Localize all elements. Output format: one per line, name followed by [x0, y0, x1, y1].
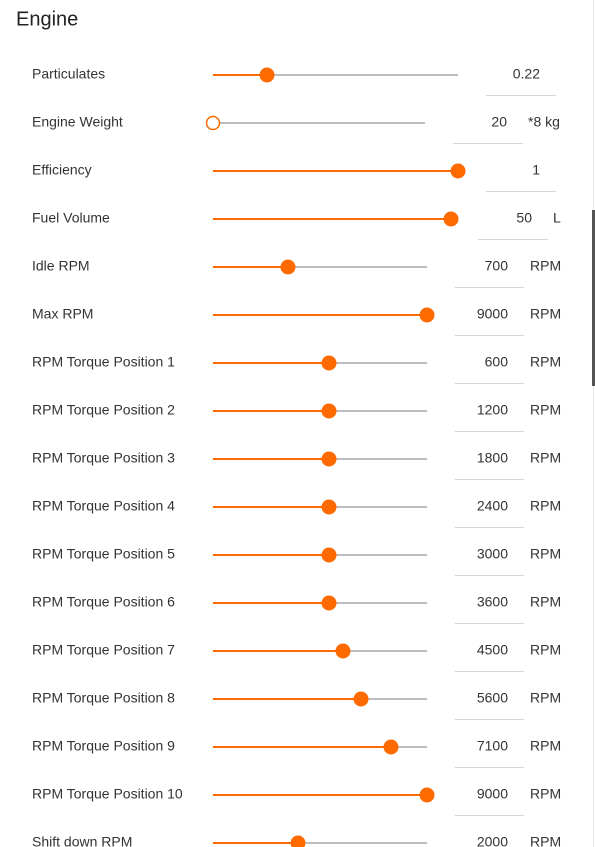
unit-label: RPM [530, 834, 561, 847]
slider-thumb[interactable] [353, 691, 369, 707]
field-label: Fuel Volume [32, 210, 110, 226]
slider-thumb[interactable] [443, 211, 459, 227]
slider-thumb[interactable] [321, 595, 337, 611]
field-label: Particulates [32, 66, 105, 82]
value-input[interactable] [486, 159, 556, 191]
slider-thumb[interactable] [290, 835, 306, 847]
unit-label: RPM [530, 498, 561, 514]
unit-label: RPM [530, 738, 561, 754]
field-label: RPM Torque Position 6 [32, 594, 175, 610]
slider-thumb[interactable] [321, 355, 337, 371]
unit-label: *8 kg [528, 114, 560, 130]
field-label: Efficiency [32, 162, 92, 178]
unit-label: RPM [530, 690, 561, 706]
field-label: RPM Torque Position 9 [32, 738, 175, 754]
value-text: 4500 [477, 642, 508, 658]
value-text: 600 [485, 354, 509, 370]
unit-label: RPM [530, 786, 561, 802]
slider-thumb[interactable] [259, 67, 275, 83]
value-input[interactable] [453, 111, 523, 143]
slider-thumb[interactable] [321, 499, 337, 515]
scrollbar-thumb[interactable] [592, 210, 595, 386]
unit-label: RPM [530, 642, 561, 658]
slider-thumb[interactable] [321, 547, 337, 563]
unit-label: RPM [530, 354, 561, 370]
unit-label: RPM [530, 306, 561, 322]
unit-label: RPM [530, 450, 561, 466]
slider-thumb[interactable] [280, 259, 296, 275]
value-text: 2000 [477, 834, 508, 847]
field-label: Max RPM [32, 306, 93, 322]
value-text: 0.22 [513, 66, 540, 82]
field-label: RPM Torque Position 1 [32, 354, 175, 370]
slider-thumb[interactable] [419, 787, 435, 803]
field-label: Engine Weight [32, 114, 123, 130]
field-label: RPM Torque Position 8 [32, 690, 175, 706]
unit-label: RPM [530, 402, 561, 418]
slider-thumb[interactable] [321, 451, 337, 467]
value-text: 1200 [477, 402, 508, 418]
field-label: RPM Torque Position 5 [32, 546, 175, 562]
value-text: 9000 [477, 786, 508, 802]
slider-thumb[interactable] [383, 739, 399, 755]
slider-thumb[interactable] [335, 643, 351, 659]
value-input[interactable] [478, 207, 548, 239]
value-text: 1 [532, 162, 540, 178]
value-text: 1800 [477, 450, 508, 466]
value-text: 9000 [477, 306, 508, 322]
value-text: 7100 [477, 738, 508, 754]
unit-label: RPM [530, 546, 561, 562]
field-label: RPM Torque Position 4 [32, 498, 175, 514]
value-text: 20 [491, 114, 507, 130]
slider-thumb[interactable] [205, 115, 221, 131]
slider-thumb[interactable] [450, 163, 466, 179]
value-text: 2400 [477, 498, 508, 514]
field-label: RPM Torque Position 7 [32, 642, 175, 658]
slider-thumb[interactable] [321, 403, 337, 419]
slider-thumb[interactable] [419, 307, 435, 323]
field-label: Shift down RPM [32, 834, 132, 847]
field-label: Idle RPM [32, 258, 90, 274]
field-label: RPM Torque Position 3 [32, 450, 175, 466]
unit-label: RPM [530, 258, 561, 274]
value-text: 5600 [477, 690, 508, 706]
value-text: 700 [485, 258, 509, 274]
section-title: Engine [16, 8, 78, 30]
unit-label: RPM [530, 594, 561, 610]
unit-label: L [553, 210, 561, 226]
value-text: 3600 [477, 594, 508, 610]
value-text: 50 [516, 210, 532, 226]
field-label: RPM Torque Position 2 [32, 402, 175, 418]
field-label: RPM Torque Position 10 [32, 786, 183, 802]
value-text: 3000 [477, 546, 508, 562]
